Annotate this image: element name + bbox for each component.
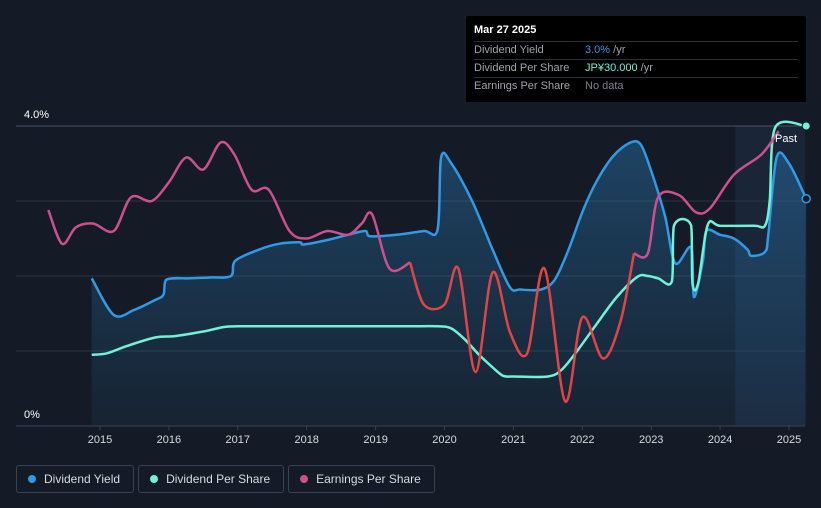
legend-dot-icon xyxy=(300,475,309,483)
x-tick-label: 2025 xyxy=(777,434,801,446)
legend-label: Dividend Yield xyxy=(44,472,121,486)
dividend-per-share-end-marker xyxy=(801,121,811,131)
tooltip-date: Mar 27 2025 xyxy=(474,24,537,36)
legend-label: Dividend Per Share xyxy=(166,472,271,486)
earnings-per-share-segment[interactable] xyxy=(47,140,411,273)
tooltip-row-earnings-per-share: Earnings Per Share No data xyxy=(474,77,798,95)
earnings-per-share-line[interactable] xyxy=(47,130,780,403)
dividend-yield-line[interactable] xyxy=(90,139,808,318)
tooltip-value-number: No data xyxy=(585,80,624,92)
tooltip-value-unit: /yr xyxy=(637,62,653,74)
tooltip-row-dividend-per-share: Dividend Per Share JP¥30.000 /yr xyxy=(474,59,798,77)
dividend-yield-area xyxy=(91,141,807,427)
past-label: Past xyxy=(775,133,797,145)
tooltip: Mar 27 2025 Dividend Yield 3.0% /yr Divi… xyxy=(466,16,806,102)
y-axis-top-label: 4.0% xyxy=(24,109,49,121)
dividend-per-share-line[interactable] xyxy=(91,120,807,379)
x-axis-ticks: 2015 2016 2017 2018 2019 2020 2021 2022 2023 2024… xyxy=(88,426,801,446)
legend-item-dividend-per-share[interactable]: Dividend Per Share xyxy=(138,465,285,493)
x-tick-label: 2022 xyxy=(570,434,594,446)
legend: Dividend Yield Dividend Per Share Earnin… xyxy=(16,465,435,493)
tooltip-label: Dividend Yield xyxy=(474,44,544,56)
legend-item-dividend-yield[interactable]: Dividend Yield xyxy=(16,465,135,493)
dividend-yield-end-marker xyxy=(801,194,811,204)
legend-dot-icon xyxy=(28,475,36,483)
legend-dot-icon xyxy=(150,475,159,483)
x-tick-label: 2017 xyxy=(226,434,250,446)
tooltip-value: 3.0% /yr xyxy=(585,42,625,59)
tooltip-value-number: JP¥30.000 xyxy=(585,62,638,74)
tooltip-value-unit: /yr xyxy=(610,44,626,56)
tooltip-label: Dividend Per Share xyxy=(474,62,570,74)
tooltip-value: JP¥30.000 /yr xyxy=(585,60,653,77)
x-tick-label: 2016 xyxy=(157,434,181,446)
x-tick-label: 2023 xyxy=(639,434,663,446)
x-tick-label: 2020 xyxy=(432,434,456,446)
x-tick-label: 2024 xyxy=(708,434,732,446)
x-tick-label: 2018 xyxy=(294,434,318,446)
x-tick-label: 2021 xyxy=(501,434,525,446)
earnings-per-share-segment[interactable] xyxy=(633,130,780,259)
tooltip-row-dividend-yield: Dividend Yield 3.0% /yr xyxy=(474,41,798,59)
x-tick-label: 2015 xyxy=(88,434,112,446)
y-axis-bottom-label: 0% xyxy=(24,409,40,421)
legend-label: Earnings Per Share xyxy=(316,472,421,486)
legend-item-earnings-per-share[interactable]: Earnings Per Share xyxy=(288,465,435,493)
x-tick-label: 2019 xyxy=(363,434,387,446)
tooltip-value-number: 3.0% xyxy=(585,44,611,56)
tooltip-value: No data xyxy=(585,78,624,95)
tooltip-label: Earnings Per Share xyxy=(474,80,570,92)
earnings-per-share-segment[interactable] xyxy=(408,253,636,403)
